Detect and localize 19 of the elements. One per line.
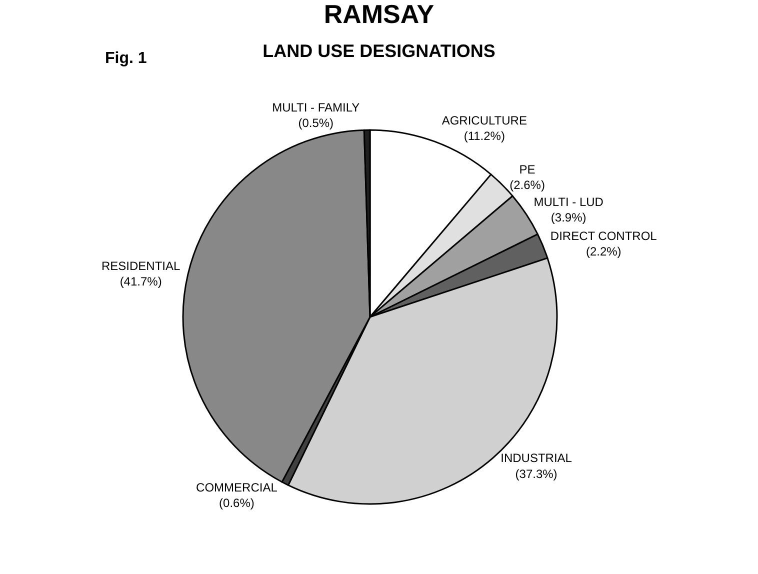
slice-label: MULTI - LUD bbox=[534, 195, 604, 210]
slice-label: COMMERCIAL bbox=[196, 480, 278, 495]
slice-label: PE bbox=[519, 162, 536, 177]
chart-subtitle: LAND USE DESIGNATIONS bbox=[262, 40, 496, 61]
data-label: (37.3%) bbox=[515, 466, 558, 481]
slice-label: AGRICULTURE bbox=[442, 114, 527, 128]
slice-label: INDUSTRIAL bbox=[500, 451, 572, 466]
data-label: (2.2%) bbox=[586, 244, 622, 259]
data-label: (3.9%) bbox=[550, 210, 586, 225]
slice-label: MULTI - FAMILY bbox=[272, 100, 360, 114]
slice-label: DIRECT CONTROL bbox=[550, 229, 658, 244]
chart-title: RAMSAY bbox=[324, 0, 434, 29]
slice-label: RESIDENTIAL bbox=[101, 258, 180, 273]
caption: Fig. 1 bbox=[105, 50, 147, 67]
data-label: (0.5%) bbox=[298, 116, 334, 130]
data-label: (41.7%) bbox=[120, 274, 162, 289]
data-label: (2.6%) bbox=[510, 178, 545, 192]
data-label: (0.6%) bbox=[219, 496, 254, 510]
data-label: (11.2%) bbox=[464, 129, 505, 144]
